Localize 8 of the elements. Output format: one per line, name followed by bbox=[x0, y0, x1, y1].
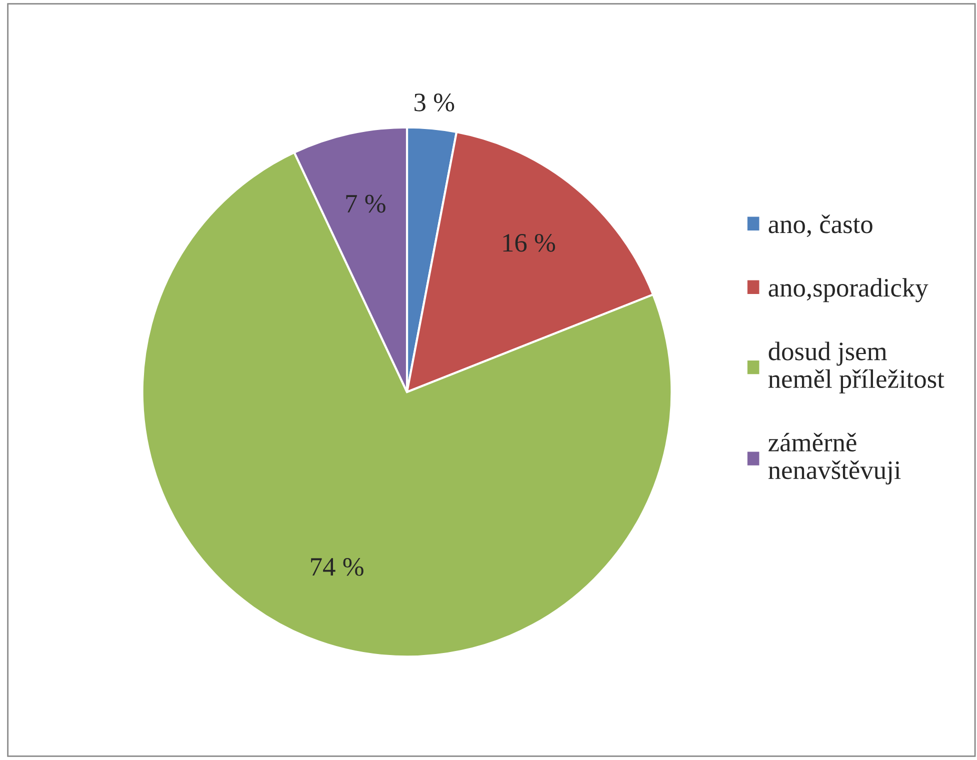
data-label: 7 % bbox=[346, 194, 386, 213]
legend-label: záměrně nenavštěvuji bbox=[768, 432, 901, 485]
legend-label: dosud jsem neměl příležitost bbox=[768, 342, 944, 394]
data-label: 16 % bbox=[503, 234, 556, 252]
legend-label: ano,sporadicky bbox=[768, 278, 928, 302]
data-label: 3 % bbox=[414, 94, 454, 112]
legend-label: ano, často bbox=[768, 214, 872, 238]
data-label: 74 % bbox=[311, 558, 364, 576]
